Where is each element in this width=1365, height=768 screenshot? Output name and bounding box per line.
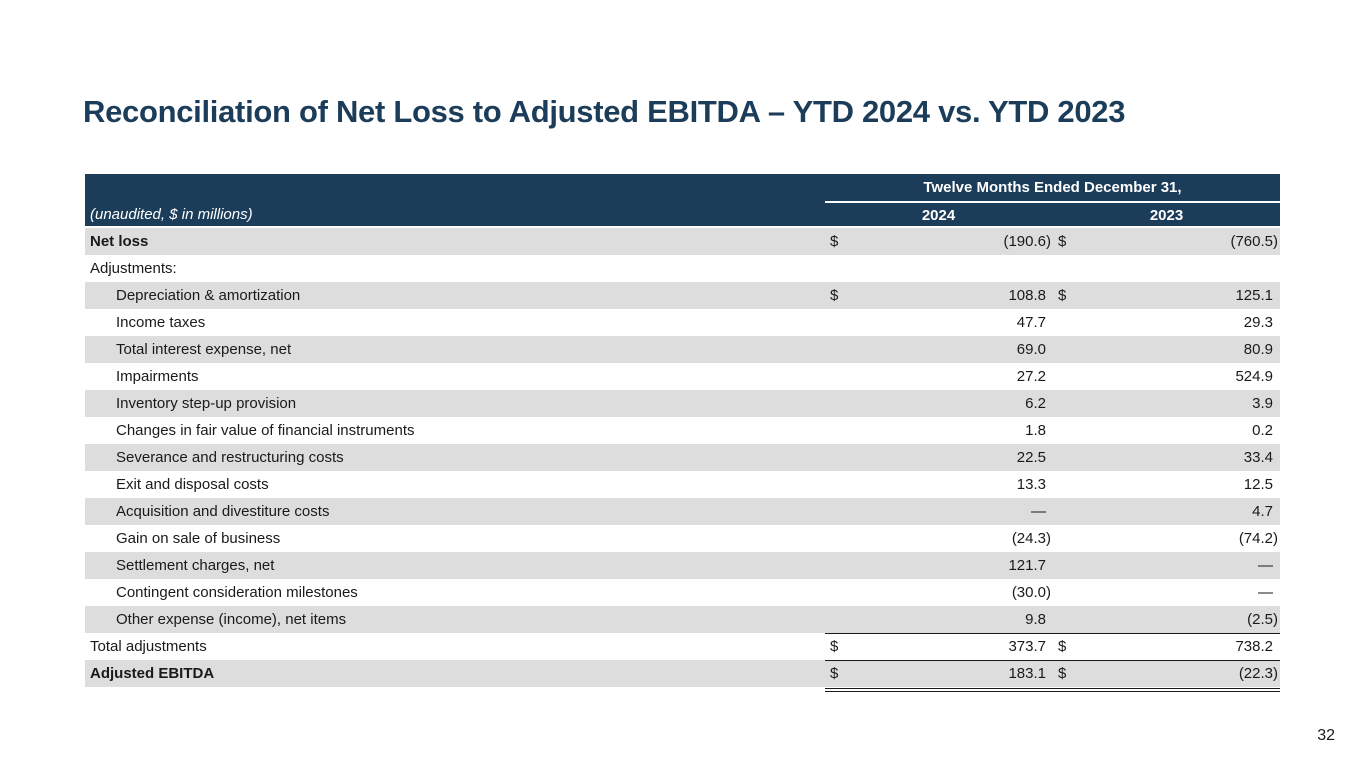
row-label: Impairments bbox=[116, 368, 199, 385]
table-row-adjusted-ebitda: Adjusted EBITDA $ 183.1 $ (22.3) bbox=[85, 660, 1280, 692]
value-2024: 22.5 bbox=[1016, 449, 1046, 466]
row-label: Income taxes bbox=[116, 314, 206, 331]
row-label: Acquisition and divestiture costs bbox=[116, 503, 330, 520]
currency-symbol: $ bbox=[830, 233, 839, 250]
value-2024: 27.2 bbox=[1016, 368, 1046, 385]
row-label: Adjusted EBITDA bbox=[90, 665, 215, 682]
value-2023: (760.5) bbox=[1230, 233, 1278, 250]
value-2023: 738.2 bbox=[1235, 638, 1273, 655]
value-2023: 29.3 bbox=[1243, 314, 1273, 331]
table-row: Severance and restructuring costs 22.5 3… bbox=[85, 444, 1280, 471]
value-2024: 6.2 bbox=[1025, 395, 1046, 412]
table-row: Exit and disposal costs 13.3 12.5 bbox=[85, 471, 1280, 498]
row-label: Other expense (income), net items bbox=[116, 611, 347, 628]
value-2024: — bbox=[1031, 503, 1046, 520]
value-2024: (190.6) bbox=[1003, 233, 1051, 250]
row-label: Total adjustments bbox=[90, 638, 207, 655]
currency-symbol: $ bbox=[1058, 233, 1067, 250]
table-row: Settlement charges, net 121.7 — bbox=[85, 552, 1280, 579]
row-label: Changes in fair value of financial instr… bbox=[116, 422, 415, 439]
value-2024: (30.0) bbox=[1011, 584, 1051, 601]
value-2024: 69.0 bbox=[1016, 341, 1046, 358]
value-2023: (2.5) bbox=[1247, 611, 1278, 628]
row-label: Severance and restructuring costs bbox=[116, 449, 344, 466]
table-row: Gain on sale of business (24.3) (74.2) bbox=[85, 525, 1280, 552]
currency-symbol: $ bbox=[830, 638, 839, 655]
value-2023: 12.5 bbox=[1243, 476, 1273, 493]
currency-symbol: $ bbox=[830, 665, 839, 682]
row-label: Adjustments: bbox=[90, 260, 177, 277]
value-2024: 121.7 bbox=[1008, 557, 1046, 574]
table-row: Total interest expense, net 69.0 80.9 bbox=[85, 336, 1280, 363]
table-row: Acquisition and divestiture costs — 4.7 bbox=[85, 498, 1280, 525]
value-2024: 47.7 bbox=[1016, 314, 1046, 331]
currency-symbol: $ bbox=[1058, 665, 1067, 682]
value-2023: 4.7 bbox=[1252, 503, 1273, 520]
period-header: Twelve Months Ended December 31, bbox=[923, 179, 1182, 196]
value-2024: (24.3) bbox=[1011, 530, 1051, 547]
header-bottom-rule bbox=[85, 226, 1280, 228]
row-label: Contingent consideration milestones bbox=[116, 584, 358, 601]
page-title: Reconciliation of Net Loss to Adjusted E… bbox=[83, 94, 1126, 129]
table-row-total-adjustments: Total adjustments $ 373.7 $ 738.2 bbox=[85, 633, 1280, 660]
row-label: Total interest expense, net bbox=[116, 341, 292, 358]
row-label: Settlement charges, net bbox=[116, 557, 275, 574]
value-2023: — bbox=[1258, 557, 1273, 574]
value-2023: 80.9 bbox=[1243, 341, 1273, 358]
row-label: Gain on sale of business bbox=[116, 530, 281, 547]
reconciliation-table: (unaudited, $ in millions) Twelve Months… bbox=[85, 174, 1280, 692]
table-row: Other expense (income), net items 9.8 (2… bbox=[85, 606, 1280, 633]
value-2024: 108.8 bbox=[1008, 287, 1046, 304]
value-2023: — bbox=[1258, 584, 1273, 601]
value-2023: (22.3) bbox=[1238, 665, 1278, 682]
row-label: Depreciation & amortization bbox=[116, 287, 301, 304]
value-2024: 373.7 bbox=[1008, 638, 1046, 655]
value-2023: 125.1 bbox=[1235, 287, 1273, 304]
value-2023: 3.9 bbox=[1252, 395, 1273, 412]
table-row: Contingent consideration milestones (30.… bbox=[85, 579, 1280, 606]
row-label: Inventory step-up provision bbox=[116, 395, 297, 412]
value-2023: 0.2 bbox=[1252, 422, 1273, 439]
value-2024: 9.8 bbox=[1025, 611, 1046, 628]
currency-symbol: $ bbox=[830, 287, 839, 304]
currency-symbol: $ bbox=[1058, 287, 1067, 304]
table-row: Impairments 27.2 524.9 bbox=[85, 363, 1280, 390]
value-2024: 1.8 bbox=[1025, 422, 1046, 439]
currency-symbol: $ bbox=[1058, 638, 1067, 655]
table-row-adjustments-heading: Adjustments: bbox=[85, 255, 1280, 282]
units-label: (unaudited, $ in millions) bbox=[90, 206, 253, 223]
header-divider bbox=[825, 201, 1280, 203]
value-2023: 524.9 bbox=[1235, 368, 1273, 385]
page-number: 32 bbox=[1317, 727, 1335, 744]
row-label: Net loss bbox=[90, 233, 149, 250]
column-header-2024: 2024 bbox=[921, 207, 956, 224]
table-row-net-loss: Net loss $ (190.6) $ (760.5) bbox=[85, 228, 1280, 255]
value-2023: (74.2) bbox=[1238, 530, 1278, 547]
table-row: Changes in fair value of financial instr… bbox=[85, 417, 1280, 444]
table-row: Income taxes 47.7 29.3 bbox=[85, 309, 1280, 336]
table-row: Depreciation & amortization $ 108.8 $ 12… bbox=[85, 282, 1280, 309]
value-2024: 13.3 bbox=[1016, 476, 1046, 493]
column-header-2023: 2023 bbox=[1149, 207, 1184, 224]
row-label: Exit and disposal costs bbox=[116, 476, 269, 493]
value-2023: 33.4 bbox=[1243, 449, 1273, 466]
table-row: Inventory step-up provision 6.2 3.9 bbox=[85, 390, 1280, 417]
value-2024: 183.1 bbox=[1008, 665, 1046, 682]
table-header: (unaudited, $ in millions) Twelve Months… bbox=[85, 174, 1280, 228]
